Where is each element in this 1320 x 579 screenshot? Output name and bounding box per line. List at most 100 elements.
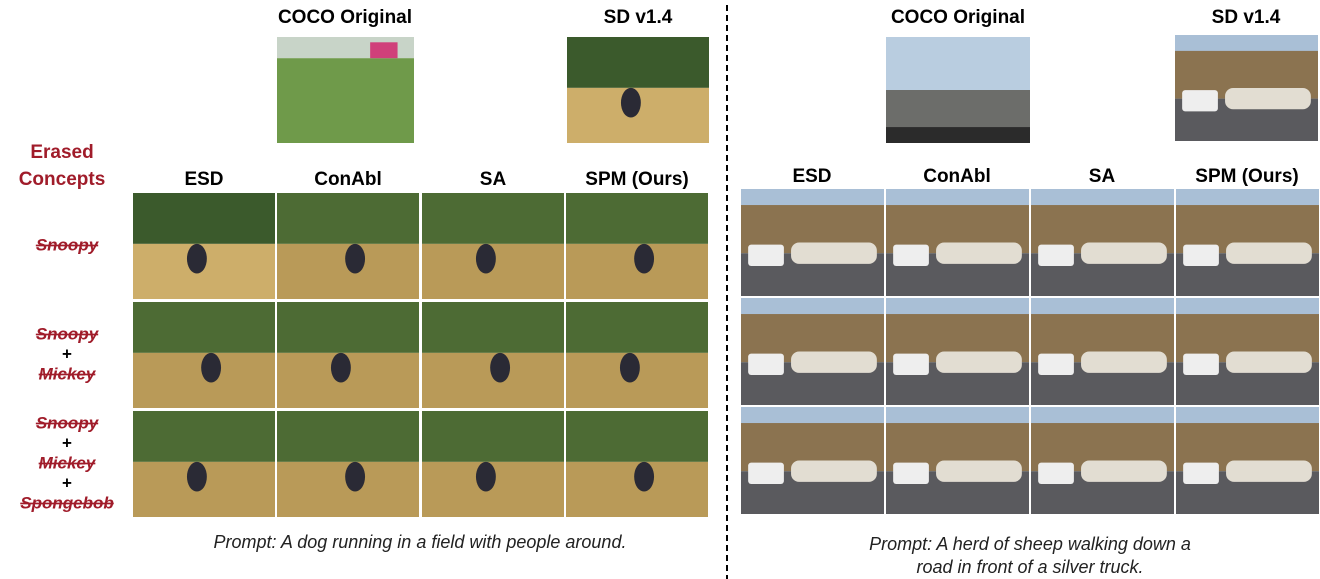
image — [1176, 407, 1319, 514]
image-truck — [748, 463, 784, 484]
image — [277, 193, 419, 299]
image-dash — [886, 127, 1030, 143]
erased-concept: Snoopy — [36, 235, 100, 254]
erased-concept: Mickey — [39, 364, 97, 383]
image — [133, 193, 275, 299]
image — [566, 411, 708, 517]
image — [1031, 298, 1174, 405]
image-subject — [345, 462, 365, 492]
image — [277, 302, 419, 408]
image-subject — [476, 244, 496, 274]
image-subject — [201, 353, 221, 383]
image-trees — [566, 193, 708, 244]
image — [422, 302, 564, 408]
erased-label: Concepts — [19, 169, 106, 190]
plus: + — [62, 344, 72, 363]
image-subject — [621, 88, 641, 118]
image-truck — [893, 463, 929, 484]
image-sheep — [1081, 243, 1167, 264]
image — [1175, 35, 1318, 141]
image-truck — [1038, 463, 1074, 484]
column-header: ESD — [184, 169, 223, 190]
erased-concept: Snoopy — [36, 413, 100, 432]
image-trees — [422, 411, 564, 462]
image — [1176, 189, 1319, 296]
image-trees — [277, 193, 419, 244]
image — [886, 189, 1029, 296]
prompt: Prompt: A dog running in a field with pe… — [214, 532, 627, 552]
image — [133, 411, 275, 517]
image-truck — [748, 354, 784, 375]
image-truck — [1182, 90, 1218, 111]
column-header: SA — [480, 169, 507, 190]
image — [133, 302, 275, 408]
image — [277, 411, 419, 517]
image-truck — [1038, 354, 1074, 375]
image-truck — [1183, 354, 1219, 375]
image-subject — [620, 353, 640, 383]
image-subject — [634, 462, 654, 492]
image-subject — [634, 244, 654, 274]
image-truck — [748, 245, 784, 266]
image-truck — [893, 354, 929, 375]
image-sheep — [791, 243, 877, 264]
header: SD v1.4 — [604, 7, 673, 28]
column-header: SPM (Ours) — [1195, 166, 1298, 187]
image — [741, 298, 884, 405]
plus: + — [62, 433, 72, 452]
image-trees — [133, 302, 275, 353]
image-sheep — [1226, 352, 1312, 373]
image-sheep — [1225, 88, 1311, 109]
header: SD v1.4 — [1212, 7, 1281, 28]
erased-label: Erased — [30, 142, 93, 163]
erased-concept: Snoopy — [36, 324, 100, 343]
image-sheep — [1081, 461, 1167, 482]
image-trees — [133, 193, 275, 244]
image-trees — [566, 411, 708, 462]
image-subject — [331, 353, 351, 383]
column-header: SA — [1089, 166, 1116, 187]
column-header: ESD — [792, 166, 831, 187]
column-header: SPM (Ours) — [585, 169, 688, 190]
image-sheep — [936, 461, 1022, 482]
image — [886, 407, 1029, 514]
image-sheep — [1226, 461, 1312, 482]
erased-concept: Spongebob — [20, 493, 113, 512]
image-sky — [886, 37, 1030, 90]
image-trees — [133, 411, 275, 462]
prompt: Prompt: A herd of sheep walking down a — [869, 534, 1191, 554]
image — [277, 37, 414, 143]
erased-concept: Mickey — [39, 453, 97, 472]
column-header: ConAbl — [314, 169, 382, 190]
image — [1031, 407, 1174, 514]
image-trees — [277, 302, 419, 353]
image-truck — [893, 245, 929, 266]
image-trees — [422, 193, 564, 244]
image-sheep — [1081, 352, 1167, 373]
image — [566, 302, 708, 408]
image-subject — [187, 244, 207, 274]
image-sheep — [1226, 243, 1312, 264]
image-subject — [187, 462, 207, 492]
figure: COCO OriginalSD v1.4ErasedConceptsESDCon… — [0, 0, 1320, 579]
image-subject — [490, 353, 510, 383]
image-sheep — [791, 352, 877, 373]
image — [422, 193, 564, 299]
image-subject — [476, 462, 496, 492]
image — [741, 407, 884, 514]
plus: + — [62, 473, 72, 492]
image — [567, 37, 709, 143]
image-sheep — [791, 461, 877, 482]
image-tent — [370, 42, 397, 58]
image-sheep — [936, 352, 1022, 373]
image-truck — [1183, 245, 1219, 266]
image-trees — [422, 302, 564, 353]
image-grass — [277, 58, 414, 143]
image — [422, 411, 564, 517]
image — [1176, 298, 1319, 405]
image — [741, 189, 884, 296]
image-sheep — [936, 243, 1022, 264]
image-trees — [566, 302, 708, 353]
image — [1031, 189, 1174, 296]
image-trees — [277, 411, 419, 462]
